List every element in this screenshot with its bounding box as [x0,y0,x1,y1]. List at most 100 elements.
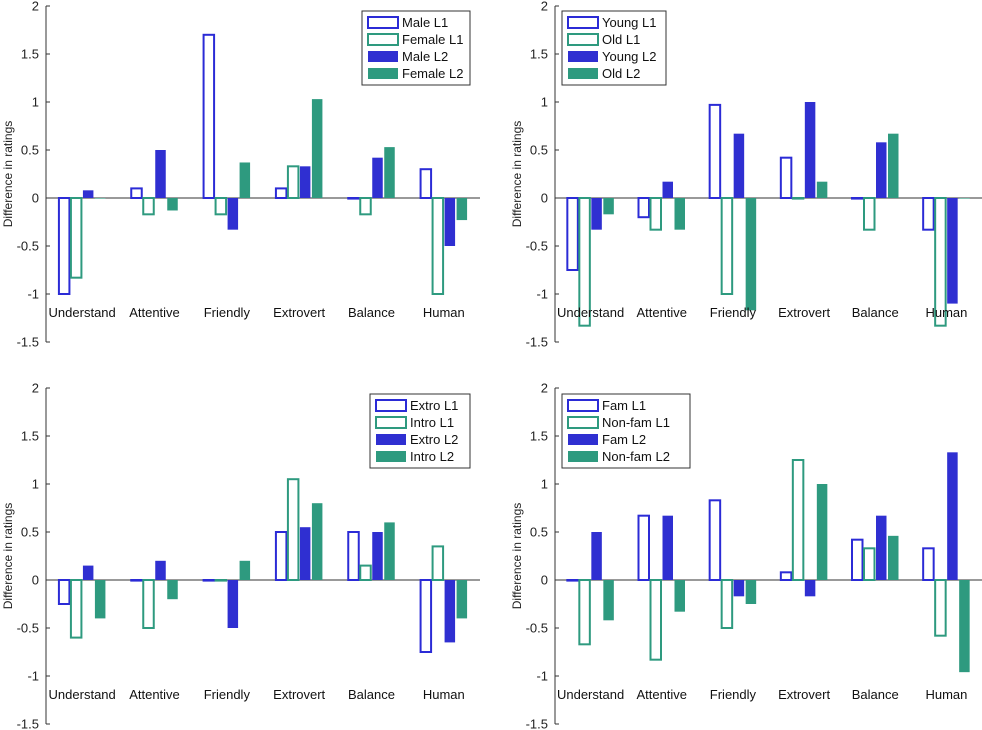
y-tick-label: 1 [32,477,39,492]
bar-extro-l2-extrovert [299,527,311,580]
bar-intro-l2-attentive [167,580,178,600]
bar-non-fam-l1-understand [578,579,591,646]
bar-old-l2-balance [888,133,899,198]
bar-male-l2-understand [82,190,94,198]
y-tick-label: 1.5 [21,47,39,62]
bar-old-l1-understand [578,197,591,327]
category-label: Balance [348,687,395,702]
y-tick-label: -0.5 [17,621,39,636]
category-label: Human [925,687,967,702]
legend-label: Intro L2 [410,449,454,464]
bar-female-l1-extrovert [286,165,300,200]
bar-intro-l1-extrovert [286,478,300,582]
legend-swatch [567,416,599,429]
bar-extro-l1-balance [347,531,360,581]
y-tick-label: 0 [541,191,548,206]
bar-young-l1-understand [566,197,579,271]
legend-swatch [375,416,407,429]
category-label: Attentive [129,687,180,702]
bar-male-l2-balance [372,157,383,198]
category-label: Balance [852,687,899,702]
legend-swatch [368,68,398,79]
legend-label: Extro L2 [410,432,458,447]
bar-fam-l2-extrovert [804,580,816,597]
bar-non-fam-l2-understand [603,580,614,621]
bar-young-l2-understand [591,198,602,230]
legend-swatch [567,16,599,29]
legend-label: Young L1 [602,15,656,30]
bar-intro-l1-human [431,545,445,582]
bar-old-l1-human [934,197,947,327]
bar-fam-l1-friendly [708,499,722,582]
category-label: Friendly [710,687,757,702]
bar-female-l2-human [456,198,468,221]
bar-extro-l2-attentive [155,560,166,580]
legend-label: Young L2 [602,49,656,64]
y-tick-label: -1 [536,287,548,302]
bar-male-l2-extrovert [299,166,311,198]
category-label: Friendly [710,305,757,320]
bar-old-l2-extrovert [816,181,828,198]
legend: Young L1 Old L1 Young L2 Old L2 [561,10,667,86]
bar-extro-l2-human [444,580,456,643]
legend-swatch [376,434,406,445]
legend-swatch [367,16,399,29]
bar-intro-l1-attentive [142,579,155,629]
chart-panel-4: 2 1.5 1 0.5 0 -0.5 -1 -1.5 Difference in ratings… [510,381,982,730]
y-axis-label: Difference in ratings [510,121,524,228]
category-label: Extrovert [778,687,830,702]
bar-female-l1-understand [69,197,83,279]
bar-old-l1-attentive [649,197,662,231]
category-label: Attentive [636,305,687,320]
legend-label: Male L1 [402,15,448,30]
y-axis-label: Difference in ratings [1,121,15,228]
bar-young-l2-human [947,198,958,304]
y-tick-label: 2 [32,0,39,14]
y-tick-label: 1.5 [530,429,548,444]
bar-male-l2-friendly [227,198,239,230]
legend-label: Extro L1 [410,398,458,413]
legend-swatch [567,33,599,46]
bar-extro-l1-extrovert [274,531,288,581]
legend-label: Old L1 [602,32,640,47]
bar-old-l1-extrovert [791,197,805,200]
bar-non-fam-l1-attentive [649,579,662,661]
category-label: Friendly [204,305,251,320]
y-tick-label: 0 [32,191,39,206]
legend-label: Fam L2 [602,432,646,447]
bar-female-l1-balance [359,197,372,216]
bar-female-l1-attentive [142,197,155,216]
y-tick-label: 1.5 [21,429,39,444]
y-tick-label: -0.5 [526,621,548,636]
y-tick-label: -1 [536,669,548,684]
y-axis-label: Difference in ratings [1,503,15,610]
legend-label: Female L2 [402,66,463,81]
bar-non-fam-l2-human [959,580,970,673]
bar-intro-l2-understand [94,580,106,619]
category-label: Extrovert [273,305,325,320]
category-label: Attentive [129,305,180,320]
bar-extro-l1-friendly [202,579,216,582]
y-tick-label: -1 [27,669,39,684]
bar-female-l2-extrovert [311,99,323,198]
legend-swatch [368,51,398,62]
bar-male-l1-balance [347,197,360,200]
bar-old-l2-attentive [674,198,685,230]
legend: Male L1 Female L1 Male L2 Female L2 [361,10,471,86]
category-label: Attentive [636,687,687,702]
bar-extro-l2-friendly [227,580,239,628]
legend-swatch [568,68,598,79]
y-tick-label: 0 [32,573,39,588]
bar-fam-l2-balance [876,515,887,580]
bar-non-fam-l2-attentive [674,580,685,612]
bar-young-l1-friendly [708,103,722,199]
category-label: Human [423,687,465,702]
legend-swatch [568,51,598,62]
bar-female-l2-attentive [167,198,178,211]
bar-young-l2-balance [876,142,887,198]
bar-young-l2-attentive [662,181,673,198]
bar-young-l1-human [922,197,935,231]
y-tick-label: 0.5 [530,525,548,540]
bar-fam-l1-extrovert [779,571,793,582]
category-label: Understand [557,305,624,320]
